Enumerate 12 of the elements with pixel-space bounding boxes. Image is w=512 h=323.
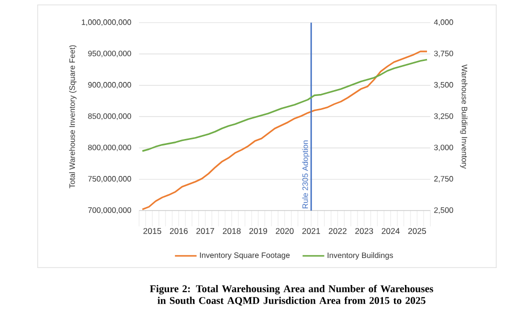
x-tick-label: 2023	[355, 228, 374, 234]
x-tick-label: 2020	[276, 228, 294, 234]
x-tick-label: 2015	[143, 228, 162, 234]
x-tick-label: 2016	[170, 228, 188, 234]
x-tick-label: 2025	[408, 228, 426, 234]
x-tick-label: 2022	[328, 228, 346, 234]
x-tick-label: 2024	[382, 228, 400, 234]
text: Figure 2: Total Warehousing Area and Number of Warehouses in South Coast AQMD Jurisdiction Area from 2015 to 2025	[150, 284, 434, 306]
x-tick-label: 2017	[196, 228, 214, 234]
x-tick-label: 2019	[249, 228, 268, 234]
x-tick-label: 2018	[222, 228, 241, 234]
x-tick-label: 2021	[302, 228, 320, 234]
